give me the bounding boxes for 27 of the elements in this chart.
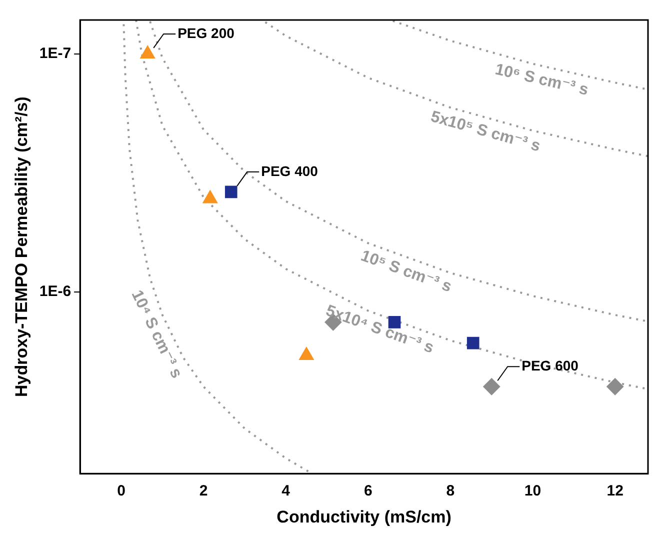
annotation: PEG 200 bbox=[178, 24, 235, 41]
point bbox=[202, 190, 218, 204]
x-tick-label: 10 bbox=[524, 482, 542, 500]
text: 10⁶ S cm⁻³ s bbox=[493, 61, 590, 99]
x-tick-label: 12 bbox=[606, 482, 624, 500]
x-tick-label: 8 bbox=[446, 482, 455, 500]
x-axis-title: Conductivity (mS/cm) bbox=[276, 507, 452, 526]
x-tick-label: 6 bbox=[364, 482, 372, 500]
point bbox=[224, 186, 238, 198]
y-axis-title: Hydroxy-TEMPO Permeability (cm²/s) bbox=[12, 96, 31, 398]
point bbox=[466, 336, 480, 350]
annotation: PEG 400 bbox=[261, 162, 318, 179]
y-tick-label: 1E-7 bbox=[39, 45, 72, 62]
point bbox=[606, 378, 624, 396]
x-tick-label: 4 bbox=[282, 482, 291, 500]
line-series bbox=[264, 21, 648, 158]
x-tick-label: 0 bbox=[117, 482, 126, 500]
text: 5x10⁵ S cm⁻³ s bbox=[428, 108, 542, 156]
x-tick-label: 2 bbox=[199, 482, 208, 500]
text: 5x10⁴ S cm⁻³ s bbox=[323, 302, 436, 357]
point bbox=[483, 378, 500, 396]
annotation: PEG 600 bbox=[522, 357, 579, 374]
text: 10⁵ S cm⁻³ s bbox=[358, 248, 454, 296]
y-tick-label: 1E-6 bbox=[39, 283, 72, 300]
text: 10⁴ S cm⁻³ s bbox=[128, 288, 185, 382]
point bbox=[140, 45, 156, 58]
point bbox=[388, 316, 401, 328]
